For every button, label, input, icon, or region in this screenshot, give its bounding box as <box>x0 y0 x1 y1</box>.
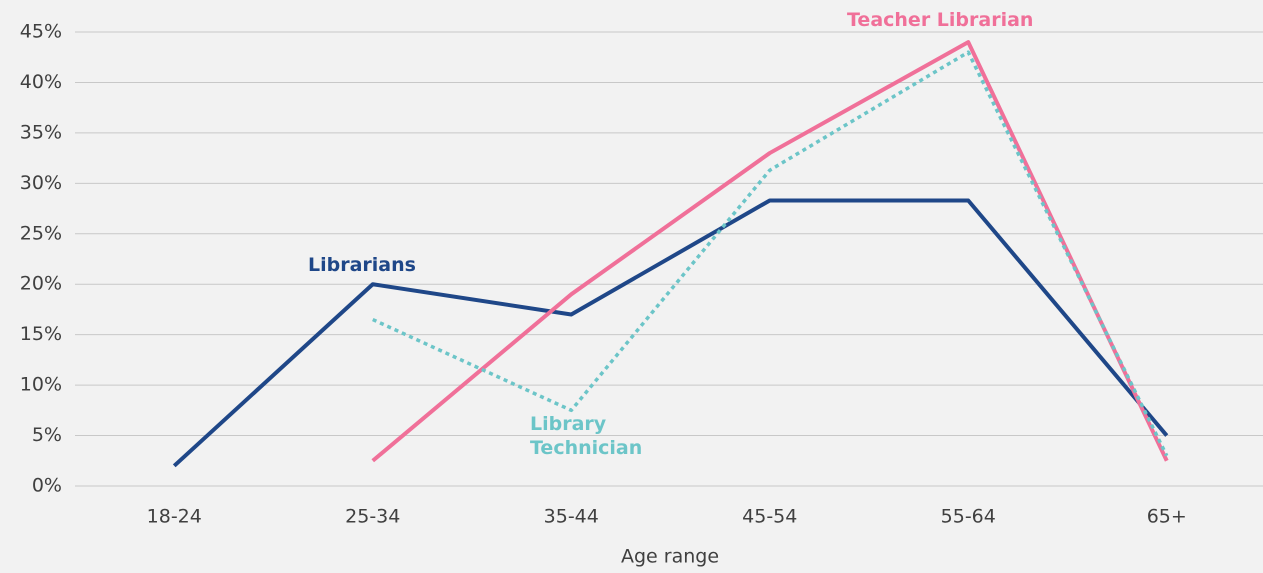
series-label: Librarians <box>308 254 416 276</box>
x-tick-label: 18-24 <box>147 506 202 528</box>
y-tick-label: 30% <box>20 172 62 194</box>
y-tick-label: 20% <box>20 273 62 295</box>
x-tick-label: 65+ <box>1147 506 1187 528</box>
y-tick-label: 0% <box>32 475 62 497</box>
series-line <box>172 198 1169 468</box>
series-line <box>371 40 1169 463</box>
y-tick-label: 15% <box>20 323 62 345</box>
series-label: Teacher Librarian <box>847 9 1034 31</box>
y-tick-label: 10% <box>20 374 62 396</box>
x-tick-label: 45-54 <box>742 506 797 528</box>
x-tick-label: 35-44 <box>544 506 599 528</box>
y-tick-label: 25% <box>20 222 62 244</box>
x-axis-label: Age range <box>621 546 719 568</box>
series-label: Library Technician <box>530 413 643 459</box>
x-tick-label: 25-34 <box>345 506 400 528</box>
y-tick-label: 40% <box>20 71 62 93</box>
x-tick-label: 55-64 <box>941 506 996 528</box>
series-line <box>372 50 1169 457</box>
y-tick-label: 45% <box>20 21 62 43</box>
y-tick-label: 5% <box>32 424 62 446</box>
y-tick-label: 35% <box>20 121 62 143</box>
